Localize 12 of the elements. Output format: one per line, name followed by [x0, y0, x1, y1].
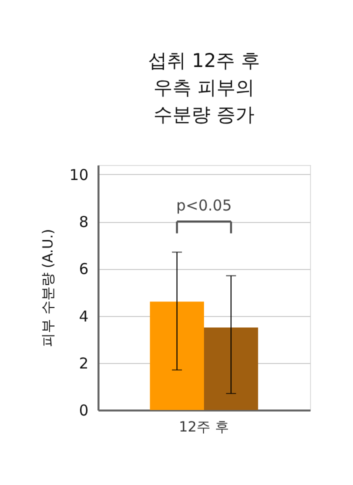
text: 섭취 12주 후 [148, 50, 260, 72]
y-tick-label: 8 [78, 213, 88, 232]
y-tick-label: 0 [78, 402, 88, 420]
y-tick-label: 2 [78, 354, 88, 372]
text: 수분량 증가 [153, 104, 255, 126]
y-tick-label: 4 [78, 307, 88, 326]
text: 우측 피부의 [153, 77, 255, 99]
annotation: p<0.05 [176, 196, 232, 214]
y-tick-label: 10 [69, 166, 88, 184]
y-tick-label: 6 [78, 260, 88, 278]
y-axis-title: 피부 수분량 (A.U.) [40, 228, 56, 348]
x-tick-label: 12주 후 [178, 420, 230, 436]
